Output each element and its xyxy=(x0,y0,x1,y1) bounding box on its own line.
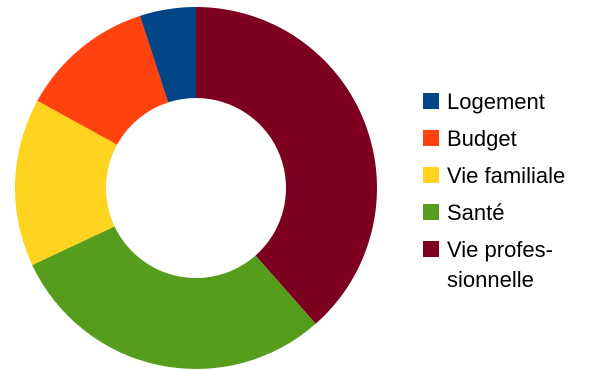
legend-item-sante: Santé xyxy=(423,200,505,225)
slice-vie-familiale xyxy=(14,100,118,266)
donut-slices xyxy=(14,7,378,370)
legend-label-sante: Santé xyxy=(447,200,505,225)
slice-budget xyxy=(37,15,169,145)
legend-item-budget: Budget xyxy=(423,126,517,151)
legend-label-logement: Logement xyxy=(447,89,545,114)
legend-item-vie-professionnelle: Vie profes-sionnelle xyxy=(423,237,553,292)
slice-sante xyxy=(32,226,316,370)
legend-swatch-vie-professionnelle xyxy=(423,241,439,257)
legend-swatch-budget xyxy=(423,130,439,146)
legend-item-vie-familiale: Vie familiale xyxy=(423,163,565,188)
slice-vie-professionnelle xyxy=(196,7,378,324)
legend-swatch-sante xyxy=(423,204,439,220)
legend-label-vie-familiale: Vie familiale xyxy=(447,163,565,188)
legend-item-logement: Logement xyxy=(423,89,545,114)
legend-label-vie-professionnelle: Vie profes-sionnelle xyxy=(447,237,553,292)
legend-label-budget: Budget xyxy=(447,126,517,151)
legend-swatch-vie-familiale xyxy=(423,167,439,183)
legend-swatch-logement xyxy=(423,93,439,109)
slice-logement xyxy=(140,7,196,103)
legend: Logement Budget Vie familiale Santé Vie prof… xyxy=(423,89,565,292)
